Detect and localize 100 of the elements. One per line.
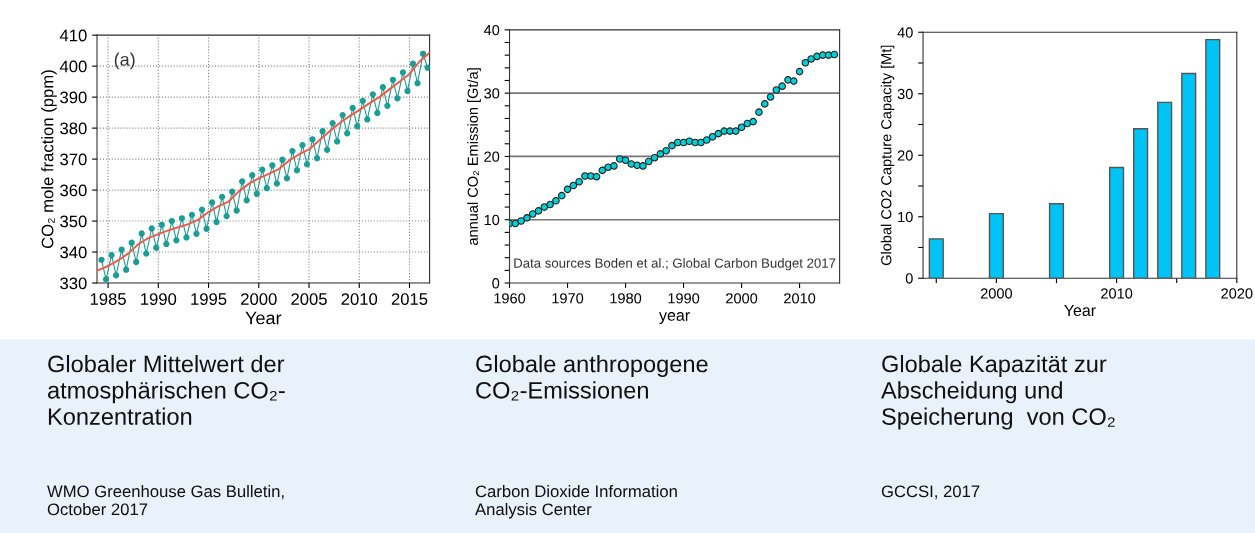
point: [615, 155, 624, 163]
point: [528, 210, 537, 218]
point: [702, 136, 711, 144]
x-tick-label: 2000: [980, 288, 1013, 299]
point: [743, 119, 752, 128]
point: [789, 77, 798, 85]
point: [650, 153, 659, 162]
text: Globaler Mittelwert der atmosphärischen CO₂- Konzentration: [48, 355, 285, 425]
point: [818, 51, 827, 59]
y-tick-label: 0: [905, 273, 913, 284]
y-tick-label: 350: [60, 215, 87, 228]
y-tick-label: 20: [484, 151, 500, 162]
y-tick-label: 370: [60, 153, 87, 166]
point: [726, 127, 734, 135]
point: [784, 76, 792, 84]
y-tick-label: 360: [60, 184, 87, 197]
y-axis-title: Global CO2 Capture Capacity [Mt]: [880, 45, 895, 266]
y-tick-label: 390: [60, 91, 87, 104]
y-tick-label: 40: [483, 24, 500, 36]
y-tick-label: 20: [897, 150, 913, 161]
text: GCCSI, 2017: [881, 485, 980, 500]
x-tick-label: 1960: [494, 293, 526, 304]
point: [807, 55, 815, 63]
point: [644, 157, 653, 166]
x-tick-label: 2000: [241, 293, 277, 305]
point: [575, 177, 583, 186]
point: [563, 185, 572, 194]
x-tick-label: 1985: [90, 293, 126, 305]
point: [610, 162, 618, 170]
point: [557, 191, 566, 200]
point: [656, 150, 665, 158]
point: [708, 133, 717, 141]
bar: [1108, 166, 1125, 279]
y-tick-label: 380: [60, 122, 87, 135]
point: [517, 217, 525, 225]
point: [679, 138, 688, 147]
x-axis-title: Year: [1064, 304, 1096, 317]
point: [523, 214, 531, 222]
x-tick-label: 1990: [668, 293, 700, 304]
point: [534, 207, 543, 215]
x-tick-label: 2005: [291, 293, 327, 305]
text: Carbon Dioxide Information Analysis Center: [475, 485, 677, 519]
y-tick-label: 30: [484, 88, 500, 99]
bar: [1205, 38, 1221, 279]
point: [795, 67, 804, 76]
point: [552, 196, 560, 205]
point: [766, 93, 775, 101]
point: [755, 108, 763, 116]
x-tick-label: 1980: [610, 293, 642, 304]
x-tick-label: 2000: [726, 293, 758, 304]
point: [592, 172, 601, 181]
bar: [1048, 203, 1065, 279]
point: [581, 172, 589, 180]
y-tick-label: 330: [60, 277, 87, 290]
y-tick-label: 10: [484, 214, 500, 226]
x-tick-label: 2010: [784, 293, 816, 304]
point: [731, 127, 740, 135]
text: Globale anthropogene CO₂-Emissionen: [476, 355, 708, 401]
x-tick-label: 2010: [1101, 288, 1133, 299]
y-tick-label: 400: [59, 60, 87, 73]
point: [737, 123, 746, 132]
point: [569, 181, 578, 190]
text: WMO Greenhouse Gas Bulletin, October 2017: [47, 485, 284, 516]
x-axis-title: year: [659, 312, 690, 325]
point: [586, 172, 595, 180]
x-axis-title: Year: [245, 311, 282, 325]
y-axis-title: CO₂ mole fraction (ppm): [41, 70, 57, 249]
bar: [1181, 72, 1197, 279]
annotation: (a): [114, 52, 135, 70]
point: [778, 82, 786, 90]
bar: [1157, 101, 1173, 279]
text: Globale Kapazität zur Abscheidung und Speicherung von CO₂: [881, 355, 1115, 430]
bar: [1133, 128, 1149, 279]
point: [540, 203, 549, 211]
y-axis-title: annual CO₂ Emission [Gt/a]: [467, 68, 481, 245]
x-tick-label: 2015: [391, 293, 428, 305]
point: [639, 162, 647, 170]
point: [668, 141, 676, 150]
x-tick-label: 1990: [141, 293, 177, 305]
x-tick-label: 2010: [341, 293, 378, 305]
y-tick-label: 10: [898, 211, 913, 223]
point: [772, 86, 781, 94]
bar: [988, 212, 1004, 279]
y-tick-label: 40: [897, 27, 913, 38]
point: [801, 58, 810, 67]
point: [760, 100, 769, 108]
annotation: Data sources Boden et al.; Global Carbon Budget 2017: [514, 258, 836, 271]
point: [830, 50, 839, 59]
x-tick-label: 1995: [191, 293, 227, 305]
point: [546, 200, 554, 209]
bar: [928, 238, 944, 279]
point: [662, 146, 670, 155]
y-tick-label: 340: [60, 246, 87, 259]
x-tick-label: 2020: [1221, 288, 1253, 299]
point: [621, 156, 630, 165]
y-tick-label: 30: [897, 88, 913, 100]
y-tick-label: 410: [59, 29, 87, 42]
x-tick-label: 1970: [552, 293, 584, 304]
y-tick-label: 0: [492, 278, 500, 289]
point: [749, 117, 757, 126]
